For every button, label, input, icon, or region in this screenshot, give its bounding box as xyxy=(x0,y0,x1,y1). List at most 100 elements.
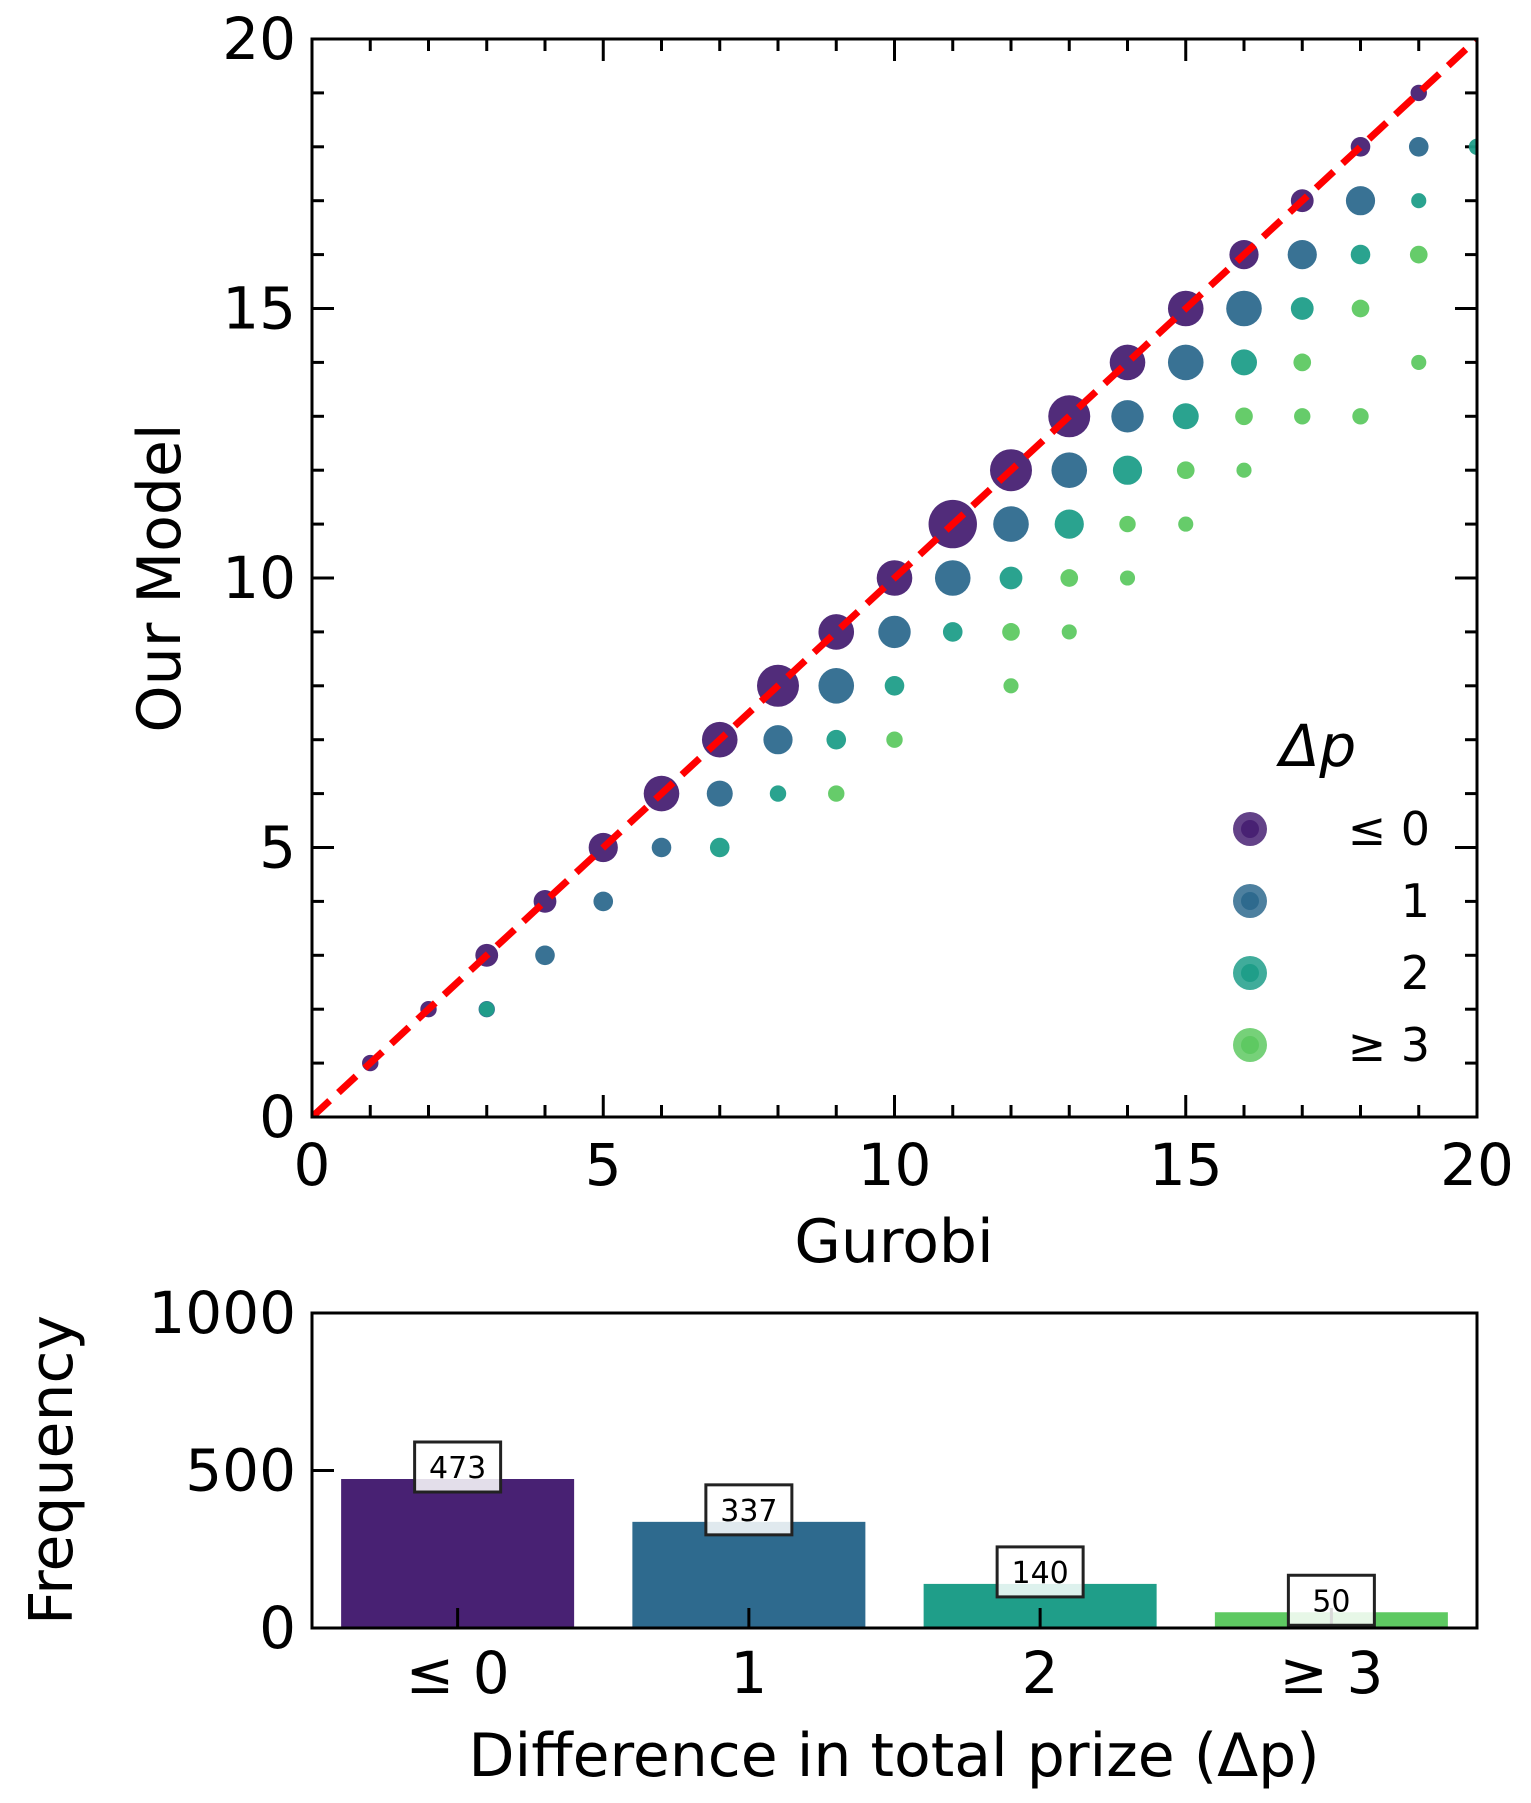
bar xyxy=(341,1479,575,1628)
scatter-point xyxy=(535,945,555,966)
scatter-point xyxy=(1119,515,1136,533)
bar-axes-frame xyxy=(310,1311,1479,1630)
data-label: 140 xyxy=(1011,1556,1068,1591)
legend-entries: ≤ 0 1 2 ≥ 3 xyxy=(1233,802,1430,1072)
scatter-point xyxy=(1351,299,1370,318)
legend-marker-inner xyxy=(1241,892,1259,910)
y-tick-label: 0 xyxy=(259,1083,296,1151)
scatter-point xyxy=(1061,624,1077,640)
scatter-y-axis-label: Our Model xyxy=(125,423,195,732)
legend-title: Δp xyxy=(1276,712,1357,780)
scatter-point xyxy=(1468,138,1477,155)
scatter-point xyxy=(1231,349,1257,376)
x-tick-label: ≥ 3 xyxy=(1279,1639,1383,1707)
y-tick-label: 0 xyxy=(259,1594,296,1662)
identity-reference-line xyxy=(312,39,1477,1117)
x-tick-label: 20 xyxy=(1440,1131,1514,1199)
x-tick-label: ≤ 0 xyxy=(406,1639,510,1707)
scatter-point xyxy=(1290,297,1314,320)
data-label-box xyxy=(704,1483,794,1537)
scatter-point xyxy=(1411,354,1427,370)
scatter-axes-frame xyxy=(310,37,1479,1119)
scatter-point xyxy=(1172,403,1199,430)
scatter-point xyxy=(826,729,847,750)
scatter-point xyxy=(886,731,903,748)
bar-chart: ≤ 0 1 2 ≥ 3 0 500 1000 473 337 140 50 Difference … xyxy=(17,1279,1479,1791)
scatter-point xyxy=(479,1001,495,1017)
x-tick-label: 15 xyxy=(1149,1131,1223,1199)
scatter-point xyxy=(1002,623,1020,641)
y-tick-label: 1000 xyxy=(148,1279,296,1347)
scatter-chart: 0 5 10 15 20 0 5 10 15 20 Gurobi Our Model Δp ≤ 0… xyxy=(125,5,1514,1277)
scatter-point xyxy=(593,891,614,912)
data-label-box xyxy=(1286,1573,1376,1627)
scatter-point xyxy=(1060,569,1079,587)
scatter-point xyxy=(709,837,730,858)
bar-x-axis-label: Difference in total prize (Δp) xyxy=(468,1721,1319,1791)
scatter-tick-labels: 0 5 10 15 20 0 5 10 15 20 xyxy=(222,5,1514,1199)
scatter-point xyxy=(1411,193,1427,209)
scatter-point xyxy=(1352,408,1369,425)
bar-tick-labels: ≤ 0 1 2 ≥ 3 0 500 1000 xyxy=(148,1279,1383,1707)
legend-label: ≥ 3 xyxy=(1348,1018,1430,1072)
scatter-point xyxy=(1167,344,1204,381)
legend-marker-inner xyxy=(1241,1036,1259,1054)
scatter-point xyxy=(763,725,793,755)
scatter-point xyxy=(1293,353,1312,372)
scatter-point xyxy=(1345,186,1376,216)
scatter-point xyxy=(818,668,855,704)
data-label-box xyxy=(413,1440,503,1494)
x-tick-label: 1 xyxy=(730,1639,767,1707)
x-tick-label: 10 xyxy=(858,1131,932,1199)
scatter-point xyxy=(1003,678,1019,694)
scatter-point xyxy=(1235,407,1253,426)
scatter-point xyxy=(1294,408,1311,425)
y-tick-label: 15 xyxy=(222,275,296,343)
scatter-point xyxy=(1287,240,1317,270)
legend-marker-inner xyxy=(1241,820,1259,838)
data-label: 473 xyxy=(429,1451,486,1486)
scatter-point xyxy=(993,506,1029,542)
scatter-point xyxy=(1350,244,1371,265)
scatter-point xyxy=(1112,455,1143,485)
legend-label: 2 xyxy=(1401,946,1430,1000)
scatter-point xyxy=(1119,570,1136,586)
data-label-box xyxy=(995,1545,1085,1599)
x-tick-label: 0 xyxy=(294,1131,331,1199)
scatter-x-axis-label: Gurobi xyxy=(794,1207,993,1277)
y-tick-label: 500 xyxy=(185,1437,296,1505)
legend-marker-inner xyxy=(1241,964,1259,982)
bar-y-axis-label: Frequency xyxy=(17,1315,87,1625)
y-tick-label: 5 xyxy=(259,814,296,882)
y-tick-label: 10 xyxy=(222,544,296,612)
scatter-point xyxy=(1178,516,1194,532)
scatter-point xyxy=(1236,462,1252,478)
scatter-point xyxy=(934,560,971,596)
scatter-point xyxy=(651,837,672,858)
bars xyxy=(341,1479,1448,1628)
scatter-legend: Δp ≤ 0 1 2 ≥ 3 xyxy=(1233,712,1430,1072)
data-label: 50 xyxy=(1312,1584,1350,1619)
bar-data-labels: 473 337 140 50 xyxy=(413,1440,1376,1627)
x-tick-label: 2 xyxy=(1022,1639,1059,1707)
scatter-point xyxy=(1111,400,1144,433)
scatter-point xyxy=(878,615,911,649)
scatter-point xyxy=(1409,245,1428,264)
scatter-point xyxy=(1054,509,1084,539)
legend-label: ≤ 0 xyxy=(1348,802,1430,856)
scatter-point xyxy=(828,785,845,802)
scatter-point xyxy=(884,676,905,696)
scatter-point xyxy=(1408,137,1429,157)
scatter-point xyxy=(706,780,733,807)
scatter-point xyxy=(942,622,963,642)
x-tick-label: 5 xyxy=(585,1131,622,1199)
scatter-point xyxy=(1226,290,1262,327)
y-tick-label: 20 xyxy=(222,5,296,73)
scatter-point xyxy=(999,566,1023,590)
legend-label: 1 xyxy=(1401,874,1430,928)
scatter-point xyxy=(1051,452,1088,489)
data-label: 337 xyxy=(720,1494,777,1529)
scatter-point xyxy=(769,785,787,802)
scatter-point xyxy=(1176,461,1195,480)
